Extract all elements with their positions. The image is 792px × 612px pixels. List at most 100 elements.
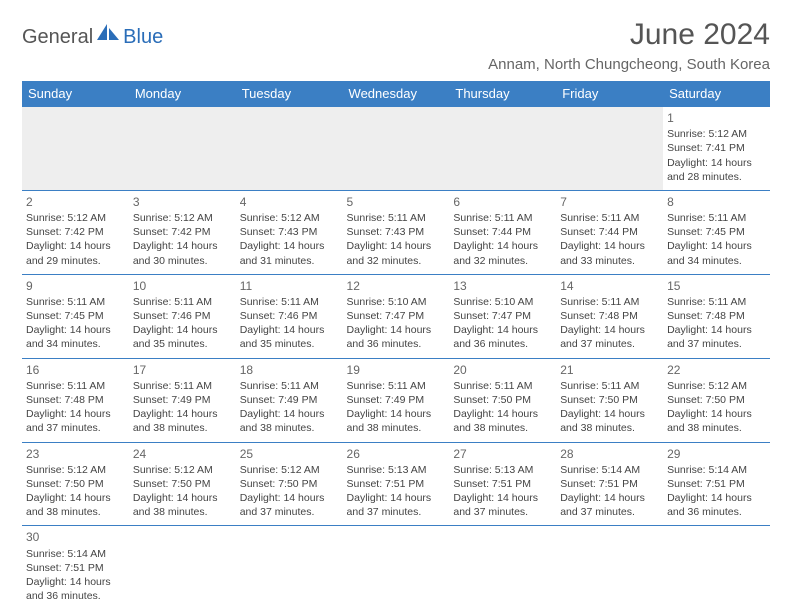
calendar-cell: 8Sunrise: 5:11 AMSunset: 7:45 PMDaylight…: [663, 190, 770, 274]
day-line: and 33 minutes.: [560, 254, 659, 268]
month-title: June 2024: [488, 18, 770, 52]
calendar-cell: 12Sunrise: 5:10 AMSunset: 7:47 PMDayligh…: [343, 274, 450, 358]
day-number: 13: [453, 278, 552, 294]
day-line: Sunrise: 5:11 AM: [133, 379, 232, 393]
day-line: Daylight: 14 hours: [240, 407, 339, 421]
day-line: and 35 minutes.: [133, 337, 232, 351]
day-line: Sunrise: 5:11 AM: [560, 211, 659, 225]
day-number: 29: [667, 446, 766, 462]
day-line: Sunset: 7:46 PM: [133, 309, 232, 323]
day-line: and 37 minutes.: [560, 337, 659, 351]
day-number: 21: [560, 362, 659, 378]
calendar-cell: 5Sunrise: 5:11 AMSunset: 7:43 PMDaylight…: [343, 190, 450, 274]
day-line: Sunset: 7:51 PM: [667, 477, 766, 491]
calendar-cell: [343, 107, 450, 191]
day-line: Daylight: 14 hours: [667, 239, 766, 253]
day-number: 22: [667, 362, 766, 378]
day-line: Sunrise: 5:11 AM: [453, 211, 552, 225]
calendar-cell: 23Sunrise: 5:12 AMSunset: 7:50 PMDayligh…: [22, 442, 129, 526]
day-line: Daylight: 14 hours: [560, 323, 659, 337]
day-line: Daylight: 14 hours: [560, 239, 659, 253]
calendar-cell: 10Sunrise: 5:11 AMSunset: 7:46 PMDayligh…: [129, 274, 236, 358]
day-line: and 37 minutes.: [26, 421, 125, 435]
day-line: and 31 minutes.: [240, 254, 339, 268]
day-number: 7: [560, 194, 659, 210]
day-line: and 34 minutes.: [26, 337, 125, 351]
day-line: and 32 minutes.: [347, 254, 446, 268]
day-line: Sunset: 7:51 PM: [26, 561, 125, 575]
calendar-cell: 29Sunrise: 5:14 AMSunset: 7:51 PMDayligh…: [663, 442, 770, 526]
day-line: Sunrise: 5:12 AM: [26, 211, 125, 225]
calendar-cell: 6Sunrise: 5:11 AMSunset: 7:44 PMDaylight…: [449, 190, 556, 274]
day-line: Sunset: 7:45 PM: [26, 309, 125, 323]
day-line: Daylight: 14 hours: [133, 491, 232, 505]
day-number: 24: [133, 446, 232, 462]
day-line: Sunset: 7:44 PM: [453, 225, 552, 239]
day-line: and 37 minutes.: [453, 505, 552, 519]
day-line: Sunset: 7:42 PM: [133, 225, 232, 239]
calendar-cell: 7Sunrise: 5:11 AMSunset: 7:44 PMDaylight…: [556, 190, 663, 274]
day-line: Sunset: 7:49 PM: [133, 393, 232, 407]
day-line: Sunset: 7:47 PM: [453, 309, 552, 323]
day-line: Sunrise: 5:12 AM: [667, 127, 766, 141]
day-number: 8: [667, 194, 766, 210]
day-line: Daylight: 14 hours: [667, 407, 766, 421]
calendar-cell: 4Sunrise: 5:12 AMSunset: 7:43 PMDaylight…: [236, 190, 343, 274]
day-line: Sunset: 7:50 PM: [240, 477, 339, 491]
calendar-week: 23Sunrise: 5:12 AMSunset: 7:50 PMDayligh…: [22, 442, 770, 526]
day-number: 6: [453, 194, 552, 210]
day-line: Sunrise: 5:11 AM: [347, 379, 446, 393]
day-line: Daylight: 14 hours: [26, 239, 125, 253]
day-line: and 37 minutes.: [560, 505, 659, 519]
calendar-cell: 26Sunrise: 5:13 AMSunset: 7:51 PMDayligh…: [343, 442, 450, 526]
calendar-cell: 19Sunrise: 5:11 AMSunset: 7:49 PMDayligh…: [343, 358, 450, 442]
day-line: Daylight: 14 hours: [240, 491, 339, 505]
day-line: Daylight: 14 hours: [26, 407, 125, 421]
day-line: Daylight: 14 hours: [133, 407, 232, 421]
day-line: Sunrise: 5:14 AM: [26, 547, 125, 561]
day-line: Sunset: 7:46 PM: [240, 309, 339, 323]
calendar-cell: 9Sunrise: 5:11 AMSunset: 7:45 PMDaylight…: [22, 274, 129, 358]
day-number: 15: [667, 278, 766, 294]
day-line: and 36 minutes.: [453, 337, 552, 351]
day-number: 20: [453, 362, 552, 378]
day-number: 18: [240, 362, 339, 378]
day-line: Daylight: 14 hours: [347, 491, 446, 505]
day-number: 3: [133, 194, 232, 210]
day-line: Sunset: 7:48 PM: [26, 393, 125, 407]
day-number: 2: [26, 194, 125, 210]
calendar-cell: 18Sunrise: 5:11 AMSunset: 7:49 PMDayligh…: [236, 358, 343, 442]
calendar-cell: 30Sunrise: 5:14 AMSunset: 7:51 PMDayligh…: [22, 526, 129, 609]
day-number: 28: [560, 446, 659, 462]
day-line: Sunset: 7:44 PM: [560, 225, 659, 239]
calendar-cell: [236, 107, 343, 191]
day-line: Daylight: 14 hours: [26, 323, 125, 337]
day-number: 1: [667, 110, 766, 126]
day-line: Sunset: 7:50 PM: [26, 477, 125, 491]
day-line: Daylight: 14 hours: [347, 407, 446, 421]
day-line: Sunrise: 5:12 AM: [667, 379, 766, 393]
day-line: and 37 minutes.: [667, 337, 766, 351]
day-line: Daylight: 14 hours: [453, 407, 552, 421]
calendar-cell: 21Sunrise: 5:11 AMSunset: 7:50 PMDayligh…: [556, 358, 663, 442]
calendar-cell: [236, 526, 343, 609]
day-number: 10: [133, 278, 232, 294]
sail-icon: [97, 24, 119, 47]
calendar-cell: 24Sunrise: 5:12 AMSunset: 7:50 PMDayligh…: [129, 442, 236, 526]
day-number: 11: [240, 278, 339, 294]
calendar-week: 1Sunrise: 5:12 AMSunset: 7:41 PMDaylight…: [22, 107, 770, 191]
day-line: and 28 minutes.: [667, 170, 766, 184]
day-line: Daylight: 14 hours: [240, 323, 339, 337]
day-line: Daylight: 14 hours: [453, 491, 552, 505]
day-line: Daylight: 14 hours: [667, 156, 766, 170]
day-line: Sunset: 7:51 PM: [560, 477, 659, 491]
calendar-cell: 25Sunrise: 5:12 AMSunset: 7:50 PMDayligh…: [236, 442, 343, 526]
day-header: Thursday: [449, 81, 556, 107]
calendar-cell: 22Sunrise: 5:12 AMSunset: 7:50 PMDayligh…: [663, 358, 770, 442]
day-line: Daylight: 14 hours: [347, 239, 446, 253]
calendar-cell: 11Sunrise: 5:11 AMSunset: 7:46 PMDayligh…: [236, 274, 343, 358]
day-line: Sunset: 7:50 PM: [560, 393, 659, 407]
calendar-cell: 20Sunrise: 5:11 AMSunset: 7:50 PMDayligh…: [449, 358, 556, 442]
day-number: 30: [26, 529, 125, 545]
day-number: 19: [347, 362, 446, 378]
